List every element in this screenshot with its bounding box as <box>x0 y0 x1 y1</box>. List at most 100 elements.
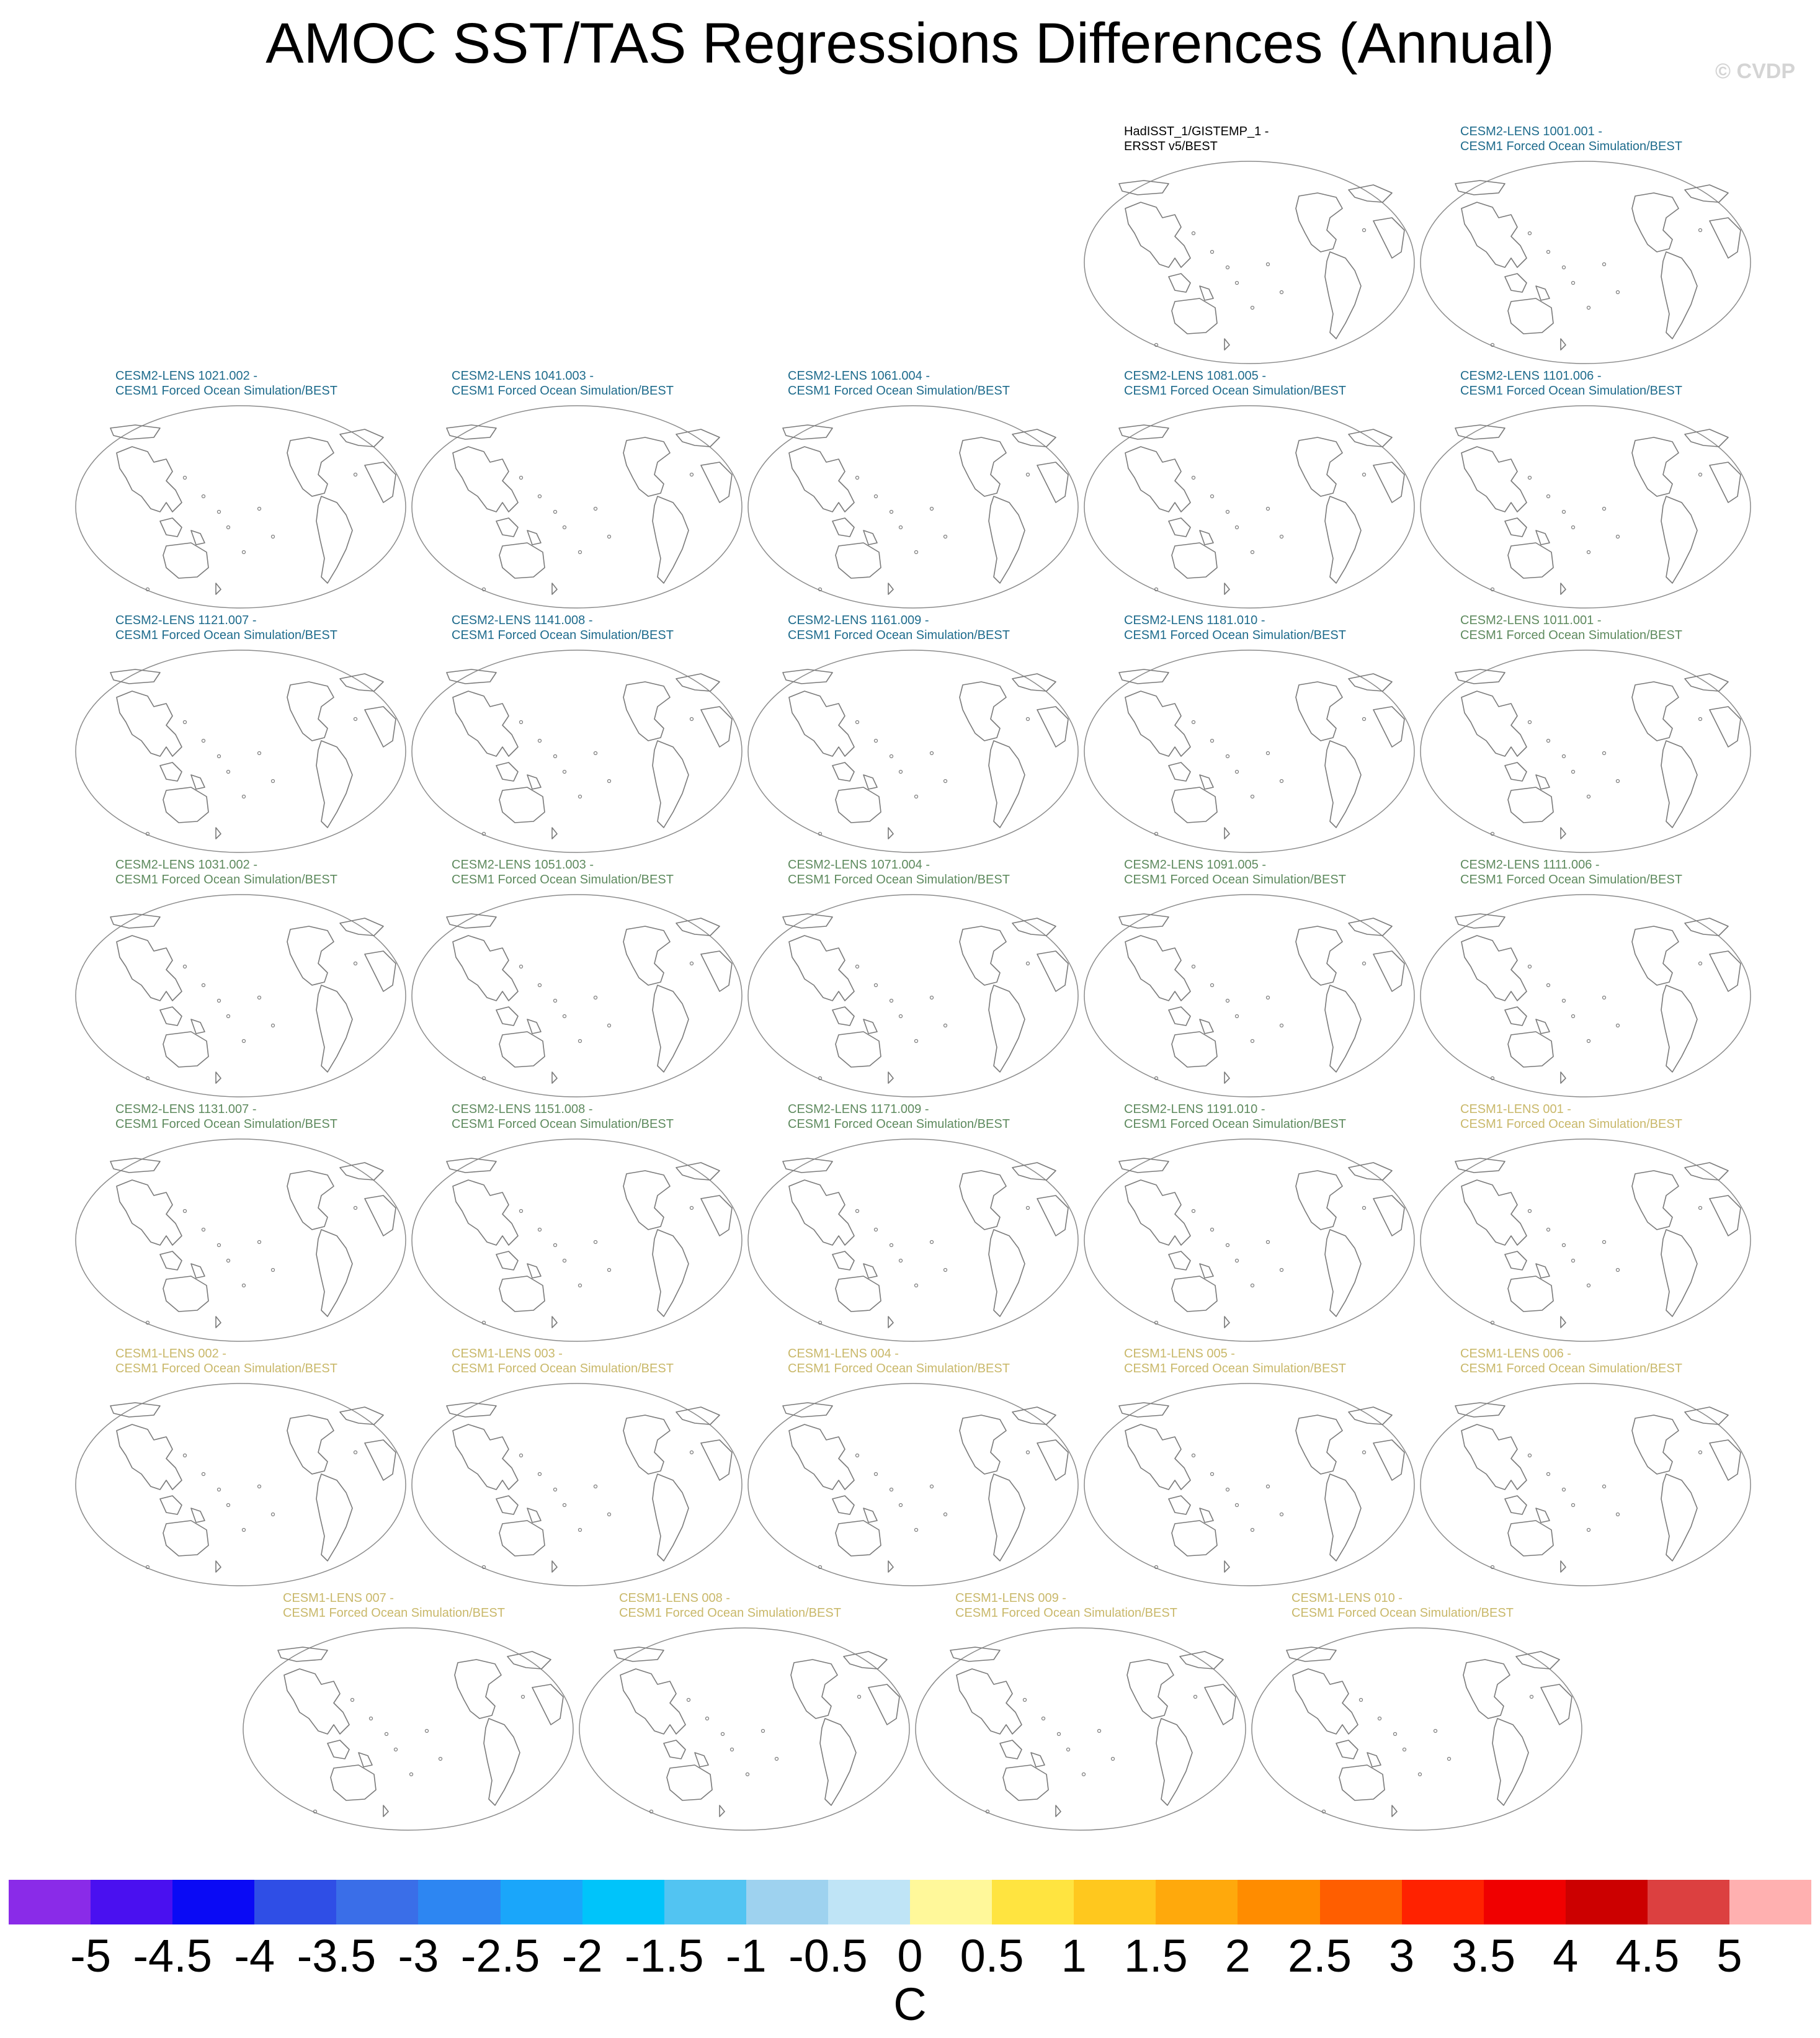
coastline <box>835 1520 881 1557</box>
colorbar-tick-label: -5 <box>70 1930 111 1982</box>
coastline <box>287 1170 334 1230</box>
coastline <box>623 926 671 986</box>
panel-label-line1: CESM1-LENS 006 - <box>1460 1347 1571 1361</box>
coastline <box>277 1647 328 1662</box>
coastline <box>950 1647 1001 1662</box>
coastline <box>190 774 205 790</box>
coastline <box>1002 1764 1049 1801</box>
island <box>1210 983 1215 988</box>
coastline <box>1171 1276 1218 1312</box>
island <box>607 534 612 539</box>
island <box>1546 1227 1551 1232</box>
world-map <box>747 894 1079 1097</box>
coastline <box>496 1006 519 1026</box>
coastline <box>832 762 855 782</box>
coastline <box>1461 1179 1527 1246</box>
world-map <box>1084 1138 1415 1342</box>
island <box>1561 509 1566 514</box>
coastline <box>339 1406 384 1425</box>
world-map <box>1420 1138 1751 1342</box>
island <box>1191 720 1196 725</box>
island <box>1279 1512 1284 1517</box>
island <box>1265 751 1270 756</box>
coastline <box>1535 1508 1550 1523</box>
world-map <box>75 405 406 609</box>
panel-label-line1: CESM2-LENS 1091.005 - <box>1124 858 1267 872</box>
island <box>761 1728 765 1733</box>
panel-label: CESM2-LENS 1121.007 - CESM1 Forced Ocean … <box>115 613 337 643</box>
island <box>1154 1076 1159 1081</box>
colorbar-tick-labels: -5 -4.5 -4 -3.5 -3 -2.5 -2 -1.5 -1 -0.5 0 0.5 1 1.5 2 2… <box>0 1929 1820 1985</box>
coastline <box>287 437 334 497</box>
island <box>257 506 262 511</box>
coastline <box>499 1031 545 1068</box>
colorbar-tick-label: 2 <box>1224 1930 1251 1982</box>
panel-label-line1: CESM1-LENS 001 - <box>1460 1102 1571 1116</box>
coastline <box>1504 1251 1527 1271</box>
coastline <box>719 1805 725 1817</box>
coastline <box>446 1402 497 1418</box>
coastline <box>1661 496 1698 584</box>
map-panel: CESM2-LENS 1031.002 - CESM1 Forced Ocean … <box>73 857 408 1099</box>
coastline <box>1631 437 1679 497</box>
coastline <box>1515 1651 1560 1669</box>
map-boundary <box>915 1627 1246 1831</box>
coastline <box>116 935 182 1001</box>
panel-label: CESM2-LENS 1051.003 - CESM1 Forced Ocean … <box>452 857 674 887</box>
coastline <box>1037 706 1069 748</box>
map-panel: CESM2-LENS 1071.004 - CESM1 Forced Ocean … <box>746 857 1081 1099</box>
colorbar-segment <box>254 1880 337 1924</box>
coastline <box>330 1764 377 1801</box>
island <box>929 1240 934 1245</box>
coastline <box>1492 1718 1529 1806</box>
island <box>1417 1772 1422 1777</box>
coastline <box>159 1495 182 1515</box>
world-map <box>579 1627 910 1831</box>
map-boundary <box>1420 405 1751 609</box>
coastline <box>446 669 497 684</box>
island <box>182 475 187 480</box>
panel-label: HadISST_1/GISTEMP_1 - ERSST v5/BEST <box>1124 124 1269 154</box>
island <box>1321 1809 1326 1814</box>
coastline <box>551 1560 558 1573</box>
colorbar-segment <box>746 1880 828 1924</box>
panel-label-line2: CESM1 Forced Ocean Simulation/BEST <box>788 384 1010 398</box>
map-panel: CESM1-LENS 008 - CESM1 Forced Ocean Simul… <box>577 1591 912 1833</box>
island <box>182 720 187 725</box>
coastline <box>788 1179 855 1246</box>
colorbar-tick-label: 5 <box>1716 1930 1742 1982</box>
coastline <box>364 950 396 992</box>
island <box>1447 1756 1452 1761</box>
world-map <box>411 405 743 609</box>
coastline <box>452 446 519 512</box>
panel-label: CESM1-LENS 004 - CESM1 Forced Ocean Simul… <box>788 1346 1010 1376</box>
island <box>201 738 206 743</box>
panel-label-line2: CESM1 Forced Ocean Simulation/BEST <box>788 1362 1010 1375</box>
island <box>241 550 246 555</box>
coastline <box>1560 1560 1566 1573</box>
colorbar-tick-label: 3 <box>1388 1930 1415 1982</box>
coastline <box>215 583 221 595</box>
island <box>1279 1267 1284 1272</box>
coastline <box>551 583 558 595</box>
island <box>145 1076 150 1081</box>
coastline <box>383 1805 389 1817</box>
map-boundary <box>411 1138 743 1342</box>
colorbar-segment <box>1074 1880 1156 1924</box>
panel-label: CESM2-LENS 1161.009 - CESM1 Forced Ocean … <box>788 613 1010 643</box>
panel-label-line1: CESM2-LENS 1061.004 - <box>788 369 930 383</box>
coastline <box>1631 926 1679 986</box>
island <box>1586 1039 1591 1044</box>
island <box>873 1227 878 1232</box>
map-panel: CESM2-LENS 1161.009 - CESM1 Forced Ocean … <box>746 613 1081 855</box>
coastline <box>1373 217 1405 259</box>
island <box>537 983 542 988</box>
island <box>914 550 919 555</box>
coastline <box>1030 1752 1045 1768</box>
world-map <box>75 1138 406 1342</box>
map-boundary <box>1420 650 1751 853</box>
island <box>1250 1527 1255 1532</box>
panel-label-line2: CESM1 Forced Ocean Simulation/BEST <box>452 628 674 642</box>
coastline <box>788 446 855 512</box>
island <box>1571 769 1576 774</box>
